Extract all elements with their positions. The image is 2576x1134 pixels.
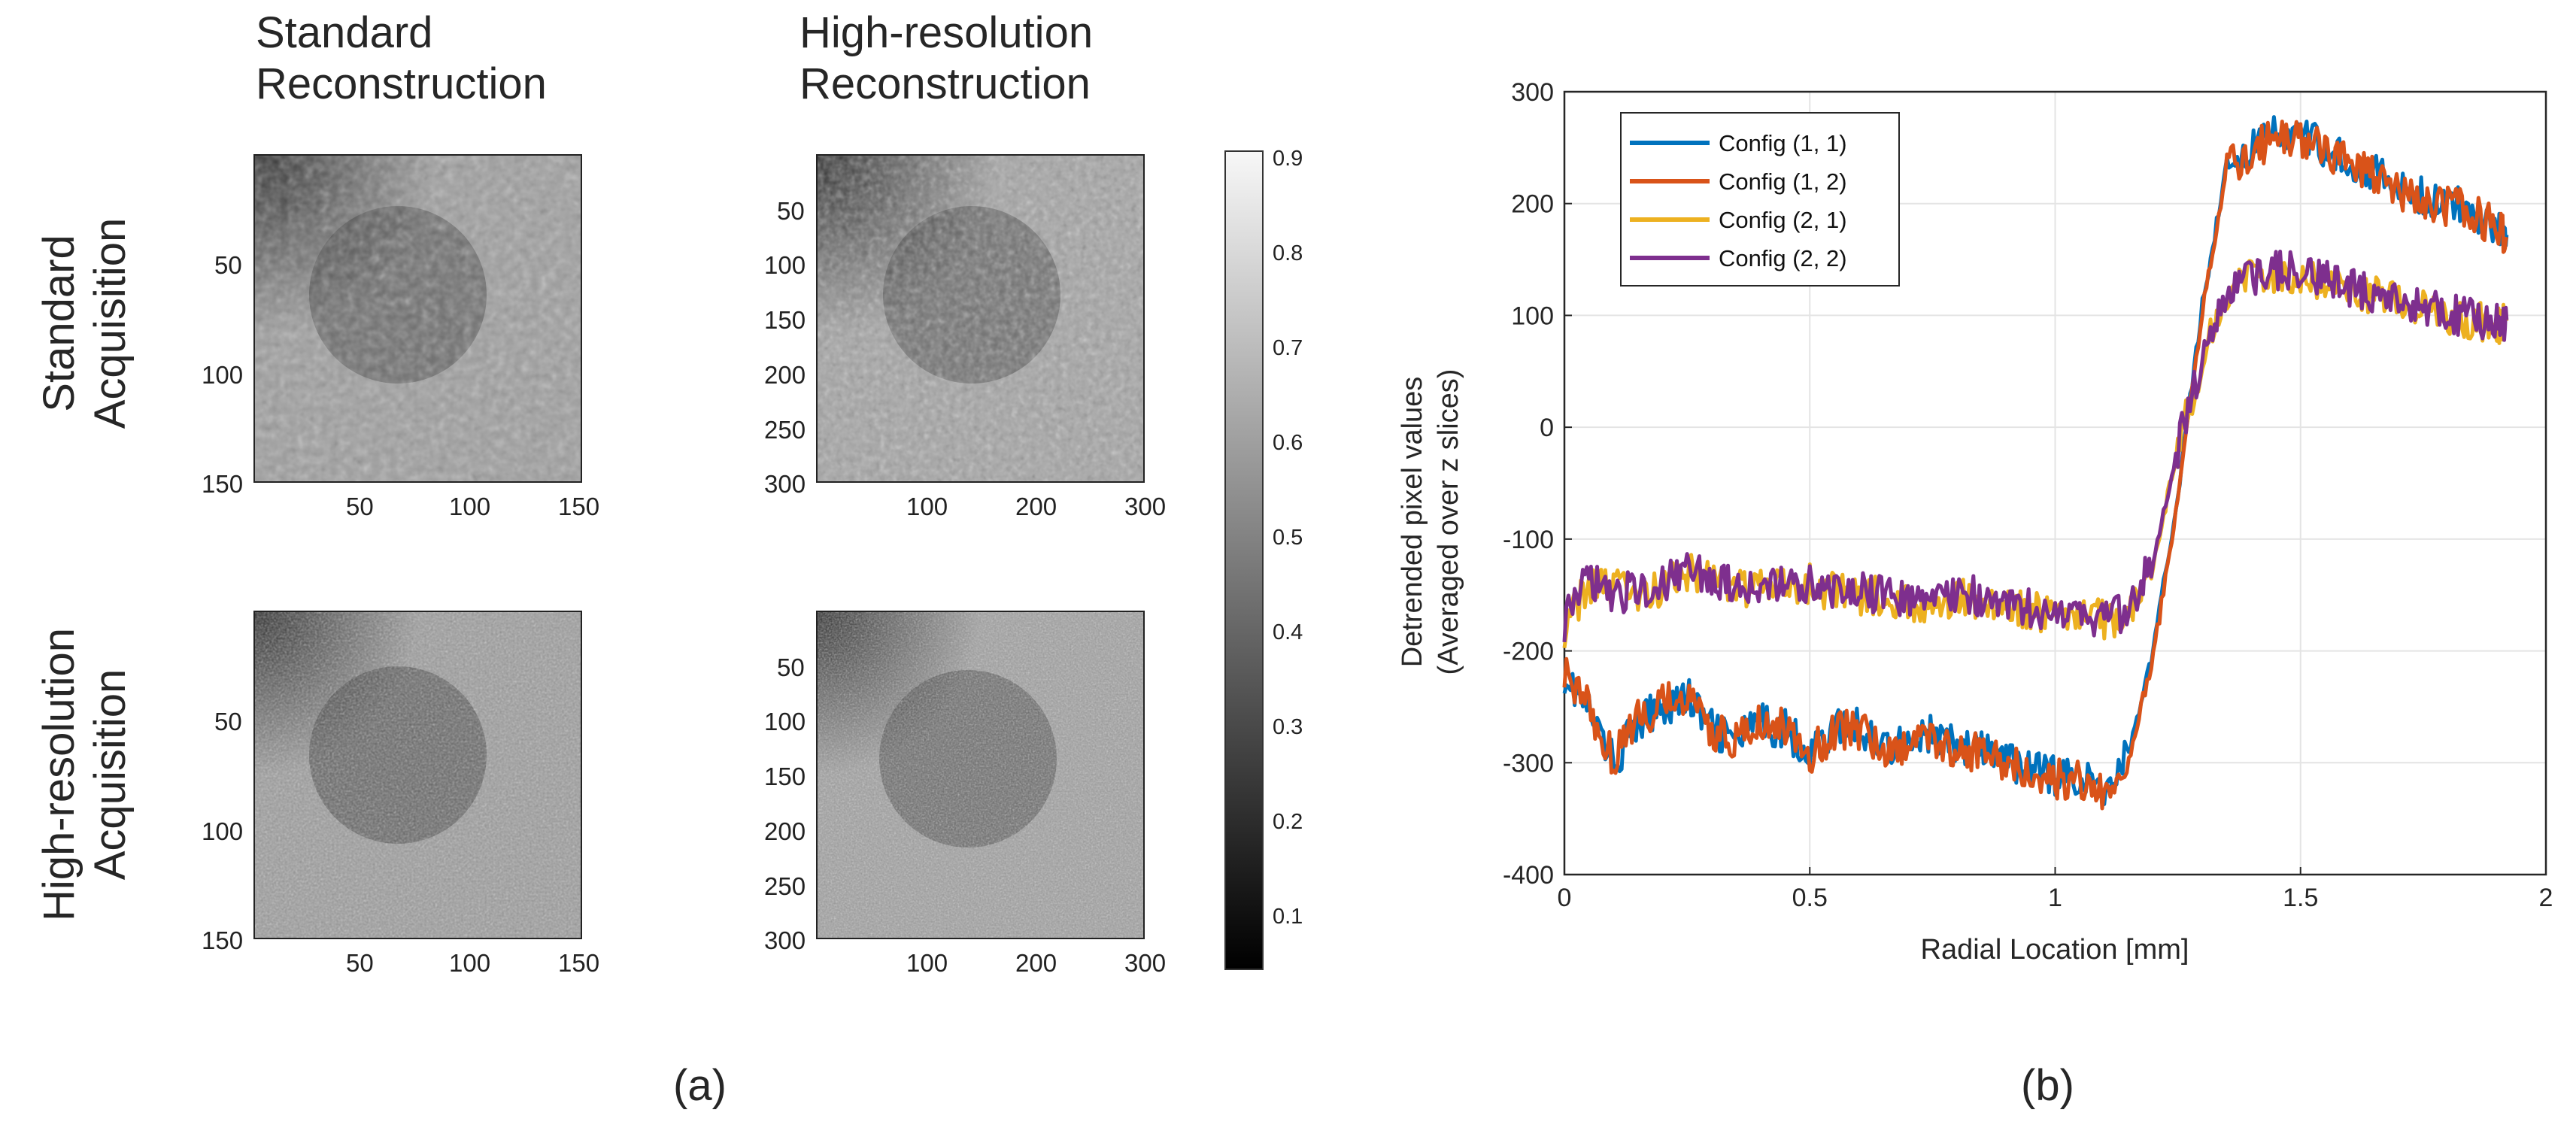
- y-tick: 200: [764, 361, 806, 389]
- series-line: [1562, 250, 2509, 643]
- image-panel-std-acq-std-rec: [253, 154, 582, 483]
- row-label-line1: High-resolution: [35, 627, 83, 922]
- y-tick: 300: [764, 926, 806, 954]
- colorbar-tick: 0.8: [1273, 241, 1303, 265]
- noise-image: [255, 156, 581, 481]
- y-tick: 100: [764, 251, 806, 279]
- x-tick: 50: [346, 949, 374, 977]
- legend: Config (1, 1) Config (1, 2) Config (2, 1) C…: [1620, 112, 1900, 287]
- row-label-line2: Acquisition: [86, 669, 135, 881]
- row-label-line1: Standard: [35, 235, 83, 412]
- y-tick: 150: [764, 763, 806, 790]
- caption-a: (a): [673, 1061, 727, 1110]
- image-panel-std-acq-hr-rec: [816, 154, 1145, 483]
- column-header-standard-reconstruction: Standard Reconstruction: [256, 8, 547, 110]
- colorbar-tick: 0.2: [1273, 810, 1303, 834]
- x-tick-label: 0: [1558, 884, 1572, 912]
- axes: [1563, 90, 2547, 876]
- y-tick: 50: [777, 197, 805, 225]
- y-tick: 200: [764, 817, 806, 845]
- x-tick: 50: [346, 493, 374, 520]
- column-header-line2: Reconstruction: [256, 59, 547, 108]
- y-tick-label: 300: [1511, 78, 1554, 107]
- noise-image: [255, 612, 581, 938]
- series-lines: [1562, 115, 2509, 811]
- x-tick: 200: [1015, 493, 1057, 520]
- colorbar-tick: 0.9: [1273, 147, 1303, 171]
- x-tick-label: 0.5: [1792, 884, 1828, 912]
- x-tick: 300: [1124, 949, 1167, 977]
- x-tick: 200: [1015, 949, 1057, 977]
- y-tick: 100: [202, 361, 244, 389]
- y-axis-label-line2: (Averaged over z slices): [1433, 369, 1464, 675]
- colorbar-tick: 0.3: [1273, 715, 1303, 739]
- colorbar-tick: 0.7: [1273, 336, 1303, 360]
- x-tick: 300: [1124, 493, 1167, 520]
- colorbar-tick: 0.4: [1273, 620, 1303, 644]
- noise-image: [818, 156, 1143, 481]
- y-tick: 50: [777, 653, 805, 681]
- noise-image: [818, 612, 1143, 938]
- y-tick: 250: [764, 872, 806, 900]
- y-tick-label: 0: [1540, 414, 1554, 442]
- x-tick-labels: 0 0.5 1 1.5 2: [1558, 884, 2553, 912]
- colorbar-tick: 0.5: [1273, 526, 1303, 550]
- colorbar-tick: 0.1: [1273, 905, 1303, 929]
- colorbar: [1224, 150, 1264, 970]
- row-label-line2: Acquisition: [86, 217, 135, 429]
- y-tick-label: 200: [1511, 190, 1554, 219]
- caption-b: (b): [2021, 1061, 2074, 1110]
- column-header-hr-reconstruction: High-resolution Reconstruction: [800, 8, 1093, 110]
- y-tick: 100: [764, 708, 806, 735]
- y-tick: 150: [202, 926, 244, 954]
- y-tick-labels: 300 200 100 0 -100 -200 -300 -400: [1503, 78, 1554, 890]
- x-tick: 100: [906, 949, 948, 977]
- y-tick-label: -400: [1503, 861, 1554, 890]
- x-tick: 150: [558, 493, 600, 520]
- y-tick: 250: [764, 416, 806, 444]
- legend-entry: Config (2, 1): [1719, 207, 1847, 233]
- column-header-line1: High-resolution: [800, 8, 1094, 57]
- column-header-line1: Standard: [256, 8, 433, 57]
- y-axis-label-line1: Detrended pixel values: [1397, 377, 1428, 668]
- y-tick-label: -300: [1503, 749, 1554, 778]
- figure-b: 300 200 100 0 -100 -200 -300 -400 0 0.5 1 1.5 2 Con…: [1346, 0, 2576, 1130]
- y-tick-label: -100: [1503, 526, 1554, 554]
- x-tick: 100: [449, 493, 491, 520]
- y-tick-label: -200: [1503, 638, 1554, 666]
- x-tick: 150: [558, 949, 600, 977]
- x-axis-label: Radial Location [mm]: [1921, 934, 2189, 966]
- legend-entry: Config (1, 1): [1719, 130, 1847, 156]
- image-panel-hr-acq-std-rec: [253, 611, 582, 939]
- y-tick: 100: [202, 817, 244, 845]
- y-tick-label: 100: [1511, 302, 1554, 330]
- line-chart: 300 200 100 0 -100 -200 -300 -400 0 0.5 1 1.5 2 Con…: [1397, 78, 2553, 966]
- y-tick: 150: [202, 470, 244, 498]
- legend-entry: Config (2, 2): [1719, 245, 1847, 271]
- colorbar-tick: 0.6: [1273, 431, 1303, 455]
- y-tick: 50: [214, 708, 242, 735]
- x-tick: 100: [906, 493, 948, 520]
- x-tick-label: 1: [2048, 884, 2062, 912]
- legend-entry: Config (1, 2): [1719, 168, 1847, 195]
- y-tick: 50: [214, 251, 242, 279]
- y-tick: 300: [764, 470, 806, 498]
- series-line: [1562, 120, 2509, 811]
- plot-frame: [1563, 90, 2547, 876]
- image-panel-hr-acq-hr-rec: [816, 611, 1145, 939]
- y-tick: 150: [764, 306, 806, 334]
- x-tick-label: 2: [2539, 884, 2553, 912]
- row-label-standard-acquisition: Standard Acquisition: [34, 196, 139, 451]
- row-label-hr-acquisition: High-resolution Acquisition: [34, 609, 139, 940]
- column-header-line2: Reconstruction: [800, 59, 1091, 108]
- x-tick: 100: [449, 949, 491, 977]
- x-tick-label: 1.5: [2283, 884, 2318, 912]
